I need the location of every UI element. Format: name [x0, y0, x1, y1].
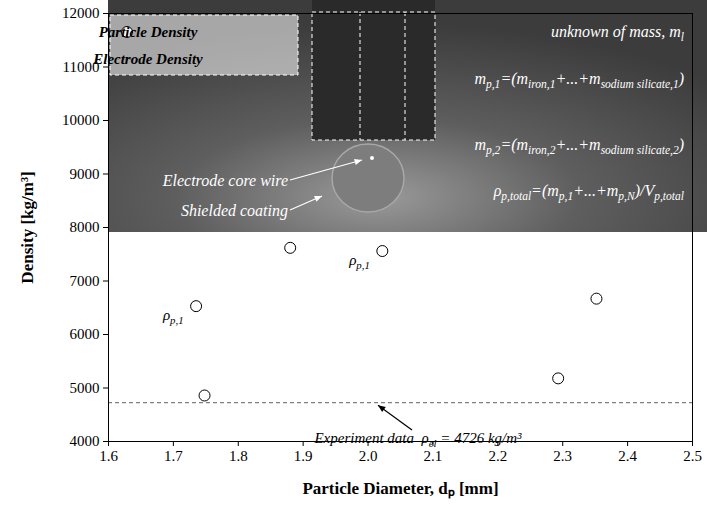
svg-text:ρp,total=(mp,1+...+mp,N)/Vp,to: ρp,total=(mp,1+...+mp,N)/Vp,total [493, 182, 684, 203]
svg-text:Electrode Density: Electrode Density [92, 51, 203, 67]
svg-text:6000: 6000 [70, 326, 100, 342]
svg-text:1.9: 1.9 [294, 448, 313, 464]
svg-text:Experiment data ρel = 4726 kg: Experiment data ρel = 4726 kg/m³ [313, 430, 522, 449]
svg-text:ρp,1: ρp,1 [162, 307, 184, 326]
svg-text:Electrode core wire: Electrode core wire [162, 172, 288, 189]
svg-text:8000: 8000 [70, 219, 100, 235]
svg-text:Density [kg/m³]: Density [kg/m³] [18, 171, 37, 283]
svg-text:mp,1=(miron,1+...+msodium sili: mp,1=(miron,1+...+msodium silicate,1) [474, 70, 684, 91]
svg-text:2.5: 2.5 [683, 448, 702, 464]
svg-text:2.4: 2.4 [618, 448, 637, 464]
svg-text:mp,2=(miron,2+...+msodium sili: mp,2=(miron,2+...+msodium silicate,2) [474, 136, 684, 157]
svg-text:4000: 4000 [70, 433, 100, 449]
svg-text:11000: 11000 [62, 58, 100, 75]
svg-text:2.3: 2.3 [553, 448, 572, 464]
svg-text:unknown of mass, ml: unknown of mass, ml [551, 23, 684, 43]
svg-text:Shielded coating: Shielded coating [181, 202, 288, 220]
svg-text:1.7: 1.7 [164, 448, 183, 464]
svg-text:5000: 5000 [70, 380, 100, 396]
svg-text:12000: 12000 [62, 5, 100, 21]
svg-text:7000: 7000 [70, 273, 100, 289]
svg-text:Particle Density: Particle Density [99, 24, 198, 40]
svg-text:2.1: 2.1 [424, 448, 443, 464]
svg-text:2.0: 2.0 [359, 448, 378, 464]
svg-text:1.6: 1.6 [99, 448, 118, 464]
svg-text:9000: 9000 [70, 166, 100, 182]
svg-text:2.2: 2.2 [488, 448, 507, 464]
svg-text:ρp,1: ρp,1 [348, 252, 370, 271]
svg-text:10000: 10000 [62, 112, 100, 128]
svg-text:1.8: 1.8 [229, 448, 248, 464]
svg-text:Particle Diameter, dₚ [mm]: Particle Diameter, dₚ [mm] [302, 479, 498, 499]
